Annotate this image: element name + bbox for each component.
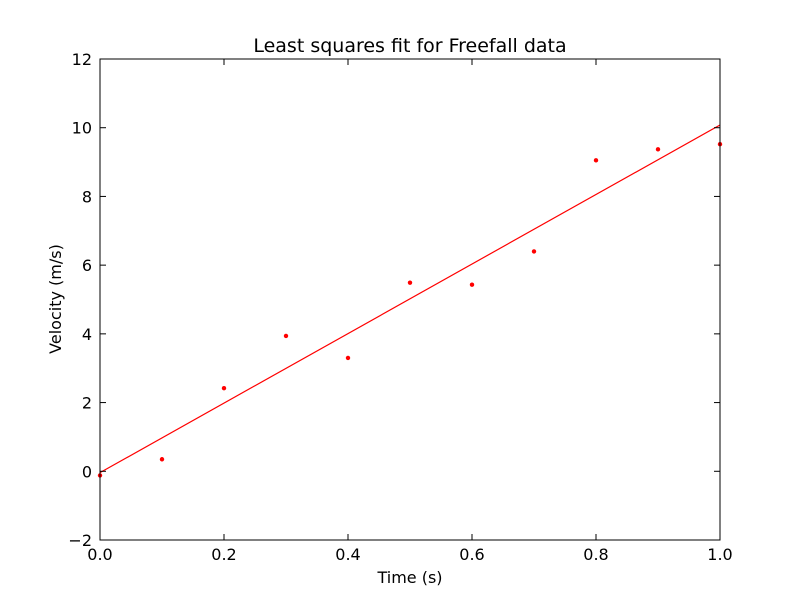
x-tick-label: 0.8	[583, 545, 608, 564]
y-axis-label: Velocity (m/s)	[46, 244, 65, 354]
plot-area: 0.0 0.2 0.4 0.6 0.8 1.0 −2 0 2 4 6 8 10 12	[68, 50, 732, 564]
y-tick-label: 8	[82, 187, 92, 206]
x-tick-label: 0.4	[335, 545, 360, 564]
data-point	[407, 280, 413, 285]
y-tick-label: 10	[72, 119, 92, 138]
data-point	[159, 457, 165, 462]
y-tick-label: −2	[68, 531, 92, 550]
data-point	[655, 147, 661, 152]
y-tick-label: 4	[82, 325, 92, 344]
data-point	[469, 282, 475, 287]
x-tick-label: 0.6	[459, 545, 484, 564]
x-tick-label: 0.2	[211, 545, 236, 564]
chart-title: Least squares fit for Freefall data	[253, 35, 566, 57]
data-point	[345, 355, 351, 361]
y-tick-label: 2	[82, 394, 92, 413]
y-tick-label: 12	[72, 50, 92, 69]
x-tick-label: 0.0	[87, 545, 112, 564]
data-point	[593, 158, 599, 163]
x-axis-label: Time (s)	[376, 568, 442, 587]
data-point	[283, 333, 289, 339]
y-tick-label: 0	[82, 462, 92, 481]
y-tick-label: 6	[82, 256, 92, 275]
data-point	[221, 385, 227, 391]
x-tick-label: 1.0	[707, 545, 732, 564]
data-point	[531, 249, 537, 254]
fit-line	[99, 124, 721, 474]
plot-frame	[99, 58, 721, 541]
